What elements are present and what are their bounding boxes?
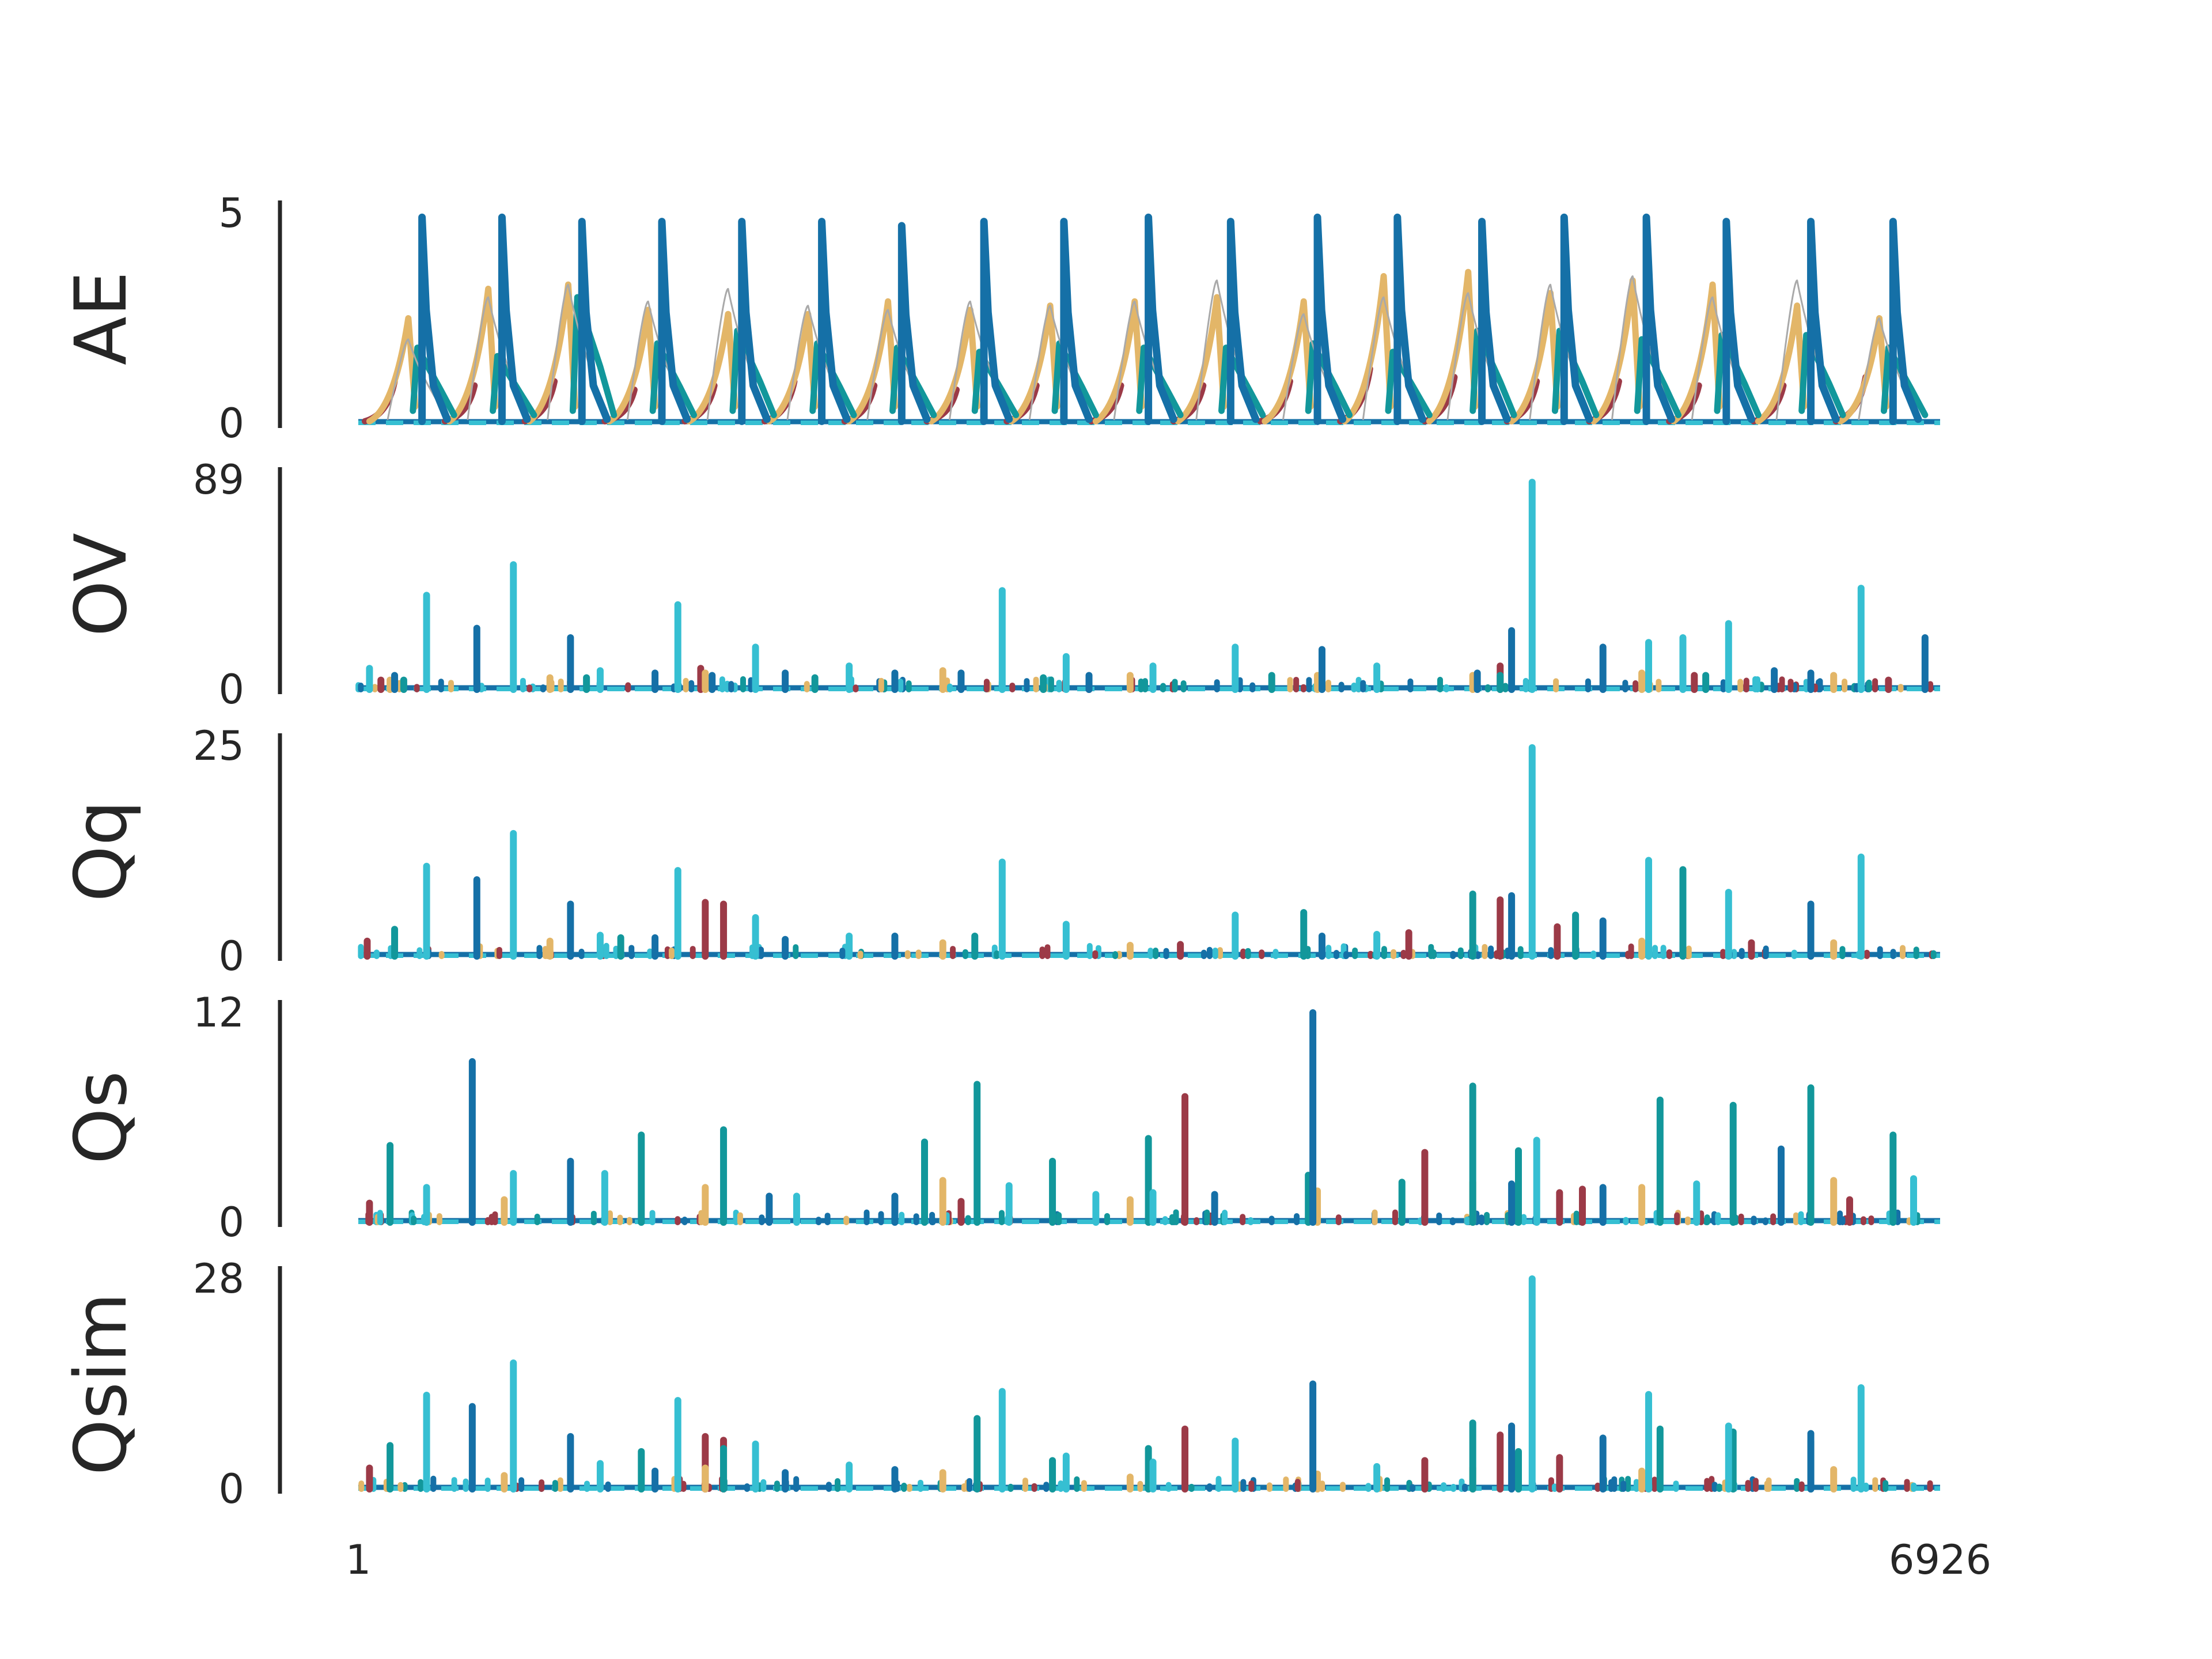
mark-blue-18 (1889, 218, 1922, 425)
series-cyan (366, 479, 1865, 693)
panel-ae: 5 0 AE (60, 190, 1940, 447)
series-red (363, 896, 1755, 960)
mark-blue-1 (498, 213, 531, 425)
y-tick-min: 0 (218, 933, 244, 980)
panel-qs: 12 0 Qs (60, 989, 1940, 1246)
mark-blue-4 (738, 218, 771, 425)
mark-gold-0 (366, 315, 419, 425)
mark-blue-8 (1060, 218, 1093, 425)
y-tick-min: 0 (218, 666, 244, 713)
series-cyan (423, 1137, 1918, 1226)
mark-blue-5 (818, 218, 851, 425)
series-blue (418, 213, 1922, 425)
y-tick-min: 0 (218, 1465, 244, 1513)
mark-blue-12 (1393, 213, 1426, 425)
mark-blue-7 (980, 218, 1013, 425)
mark-gold-4 (686, 310, 738, 425)
mark-gold-17 (1755, 302, 1808, 425)
mark-gold-8 (1008, 302, 1060, 425)
y-tick-min: 0 (218, 400, 244, 447)
panel-ov: 89 0 OV (60, 456, 1940, 713)
x-tick-start: 1 (346, 1536, 372, 1584)
mark-blue-11 (1313, 213, 1347, 425)
noise (355, 676, 1934, 692)
mark-gold-14 (1508, 290, 1560, 425)
mark-gold-2 (526, 281, 578, 425)
x-tick-end: 6926 (1889, 1536, 1991, 1584)
mark-gold-10 (1175, 294, 1227, 425)
mark-gold-5 (766, 310, 819, 425)
y-axis-label: AE (60, 271, 143, 365)
mark-gold-15 (1590, 277, 1643, 425)
y-tick-max: 5 (218, 190, 244, 237)
y-tick-min: 0 (218, 1199, 244, 1246)
y-axis-label: Qs (60, 1071, 143, 1164)
mark-blue-17 (1807, 218, 1840, 425)
series-teal (400, 672, 1710, 693)
mark-gold-6 (846, 298, 898, 425)
y-axis-label: OV (60, 533, 143, 637)
y-tick-max: 12 (193, 989, 244, 1036)
mark-gold-13 (1426, 268, 1479, 425)
mark-blue-15 (1642, 213, 1676, 425)
mark-blue-14 (1560, 213, 1593, 425)
mark-gold-11 (1262, 298, 1314, 425)
panel-qq: 25 0 Qq (60, 722, 1940, 980)
series-blue (468, 1009, 1785, 1226)
mark-blue-10 (1226, 218, 1260, 425)
series-red (366, 1093, 1853, 1226)
x-axis: 1 6926 (346, 1536, 1991, 1584)
mark-gold-18 (1837, 315, 1889, 425)
y-axis-label: Qsim (60, 1293, 143, 1475)
series-blue (391, 624, 1929, 693)
mark-gold-9 (1092, 298, 1145, 425)
series-teal (391, 866, 1687, 960)
y-tick-max: 89 (193, 456, 244, 503)
series-blue (473, 876, 1815, 960)
y-tick-max: 28 (193, 1255, 244, 1302)
panel-qsim: 28 0 Qsim (60, 1255, 1940, 1513)
y-axis-label: Qq (60, 800, 143, 902)
mark-blue-2 (578, 218, 611, 425)
mark-blue-6 (897, 222, 931, 425)
mark-blue-3 (658, 218, 691, 425)
series-cyan (423, 744, 1865, 960)
series-teal (387, 1081, 1897, 1226)
mark-blue-9 (1145, 213, 1177, 425)
panels: 5 0 AE 89 0 OV 25 0 Qq 12 0 Qs 28 0 Qsim (60, 190, 1940, 1513)
series-gold (501, 1177, 1838, 1226)
y-tick-max: 25 (193, 722, 244, 770)
series-blue (468, 1380, 1815, 1493)
series-cyan (423, 1275, 1865, 1493)
mark-blue-13 (1478, 218, 1511, 425)
mark-blue-0 (418, 213, 451, 425)
series-gold (387, 667, 1838, 693)
mark-blue-16 (1722, 218, 1755, 425)
